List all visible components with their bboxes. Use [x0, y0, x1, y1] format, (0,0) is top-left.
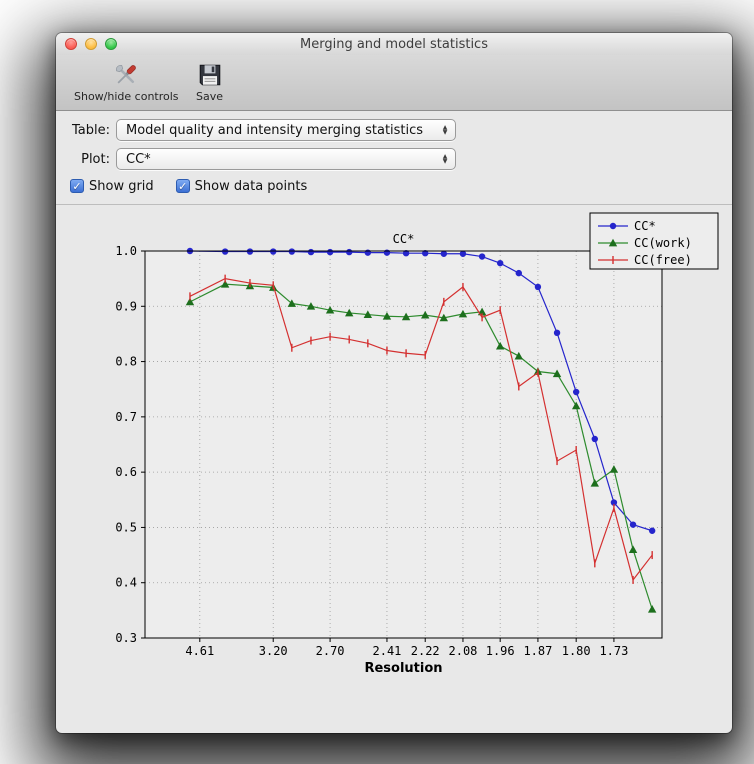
- controls-panel: Table: Model quality and intensity mergi…: [56, 111, 732, 205]
- axis-ticks: [141, 250, 615, 642]
- tool-button-label: Save: [196, 90, 224, 103]
- svg-text:0.8: 0.8: [115, 355, 137, 369]
- svg-text:2.08: 2.08: [449, 644, 478, 658]
- svg-text:1.73: 1.73: [599, 644, 628, 658]
- svg-text:1.96: 1.96: [486, 644, 515, 658]
- svg-text:0.4: 0.4: [115, 576, 137, 590]
- plot-select[interactable]: CC* ▲ ▼: [116, 148, 456, 170]
- svg-text:1.87: 1.87: [523, 644, 552, 658]
- svg-text:0.7: 0.7: [115, 410, 137, 424]
- plot-area: [145, 251, 662, 638]
- svg-text:0.6: 0.6: [115, 465, 137, 479]
- window-title: Merging and model statistics: [300, 36, 488, 52]
- table-select-value: Model quality and intensity merging stat…: [126, 122, 424, 138]
- axes-frame: [144, 250, 663, 639]
- svg-text:0.3: 0.3: [115, 631, 137, 645]
- legend: CC* CC(work) CC(free): [589, 212, 719, 270]
- table-select[interactable]: Model quality and intensity merging stat…: [116, 119, 456, 141]
- show-data-points-checkbox[interactable]: ✓ Show data points: [175, 178, 308, 194]
- plot-label: Plot:: [81, 151, 110, 167]
- y-tick-labels: 1.0 0.9 0.8 0.7 0.6 0.5 0.4 0.3: [115, 244, 137, 645]
- zoom-button[interactable]: [105, 38, 117, 50]
- popup-arrows-icon: ▲ ▼: [442, 153, 448, 165]
- checkbox-row: ✓ Show grid ✓ Show data points: [56, 176, 732, 196]
- show-grid-checkbox[interactable]: ✓ Show grid: [70, 179, 154, 194]
- svg-text:2.70: 2.70: [316, 644, 345, 658]
- window-controls: [65, 38, 117, 50]
- plot-select-value: CC*: [126, 151, 151, 167]
- chart-region: 1.0 0.9 0.8 0.7 0.6 0.5 0.4 0.3 4.61 3.20 2.70 2.41…: [56, 205, 732, 683]
- close-button[interactable]: [65, 38, 77, 50]
- svg-text:CC(free): CC(free): [634, 253, 692, 267]
- svg-text:2.22: 2.22: [411, 644, 440, 658]
- series-ccfree: [189, 274, 653, 584]
- plot-canvas: 1.0 0.9 0.8 0.7 0.6 0.5 0.4 0.3 4.61 3.20 2.70 2.41…: [115, 212, 719, 676]
- svg-text:3.20: 3.20: [259, 644, 288, 658]
- svg-text:CC(work): CC(work): [634, 236, 692, 250]
- tools-icon: [111, 60, 141, 90]
- title-bar: Merging and model statistics: [56, 33, 732, 55]
- svg-text:2.41: 2.41: [373, 644, 402, 658]
- svg-text:0.5: 0.5: [115, 520, 137, 534]
- svg-text:0.9: 0.9: [115, 299, 137, 313]
- x-tick-labels: 4.61 3.20 2.70 2.41 2.22 2.08 1.96 1.87 1.80 1.73: [185, 644, 628, 658]
- tool-button-label: Show/hide controls: [74, 90, 179, 103]
- series-ccwork: [185, 279, 657, 613]
- plot-row: Plot: CC* ▲ ▼: [56, 148, 732, 170]
- toolbar: Show/hide controls Save: [56, 55, 732, 111]
- popup-arrows-icon: ▲ ▼: [442, 124, 448, 136]
- checkbox-label: Show grid: [89, 178, 154, 194]
- save-icon: [195, 60, 225, 90]
- x-axis-label: Resolution: [364, 661, 442, 676]
- table-row: Table: Model quality and intensity mergi…: [56, 119, 732, 141]
- app-window: Merging and model statistics: [56, 33, 732, 733]
- svg-text:4.61: 4.61: [185, 644, 214, 658]
- checkbox-icon: ✓: [70, 179, 84, 193]
- checkbox-icon: ✓: [175, 179, 190, 193]
- checkbox-label: Show data points: [194, 178, 308, 194]
- show-hide-controls-button[interactable]: Show/hide controls: [68, 58, 185, 105]
- svg-text:1.80: 1.80: [562, 644, 591, 658]
- save-button[interactable]: Save: [189, 58, 231, 105]
- plot-title: CC*: [393, 232, 415, 246]
- minimize-button[interactable]: [85, 38, 97, 50]
- svg-text:1.0: 1.0: [115, 244, 137, 258]
- svg-text:CC*: CC*: [634, 219, 656, 233]
- table-label: Table:: [72, 122, 110, 138]
